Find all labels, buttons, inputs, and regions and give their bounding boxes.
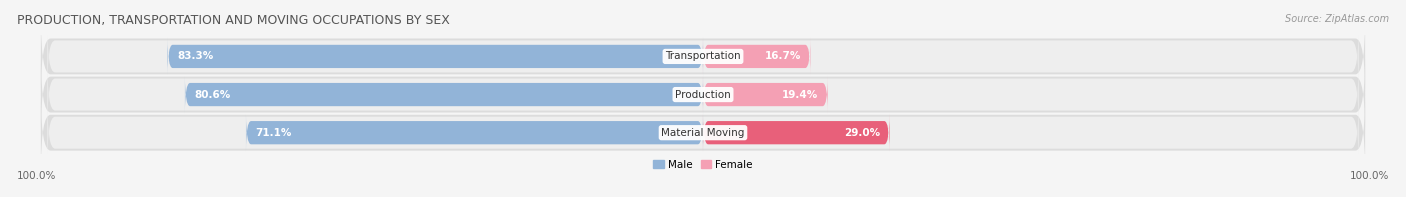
FancyBboxPatch shape: [703, 114, 890, 151]
FancyBboxPatch shape: [167, 38, 703, 75]
FancyBboxPatch shape: [186, 76, 703, 113]
FancyBboxPatch shape: [246, 114, 703, 151]
Text: 80.6%: 80.6%: [194, 90, 231, 99]
FancyBboxPatch shape: [48, 103, 1358, 163]
FancyBboxPatch shape: [41, 17, 1365, 96]
FancyBboxPatch shape: [48, 65, 1358, 124]
Text: PRODUCTION, TRANSPORTATION AND MOVING OCCUPATIONS BY SEX: PRODUCTION, TRANSPORTATION AND MOVING OC…: [17, 14, 450, 27]
FancyBboxPatch shape: [41, 93, 1365, 172]
Text: Source: ZipAtlas.com: Source: ZipAtlas.com: [1285, 14, 1389, 24]
Text: Material Moving: Material Moving: [661, 128, 745, 138]
Text: 16.7%: 16.7%: [765, 51, 800, 61]
Text: 71.1%: 71.1%: [256, 128, 292, 138]
Text: 29.0%: 29.0%: [844, 128, 880, 138]
FancyBboxPatch shape: [48, 27, 1358, 86]
FancyBboxPatch shape: [703, 76, 828, 113]
Text: 19.4%: 19.4%: [782, 90, 818, 99]
Text: 100.0%: 100.0%: [17, 171, 56, 181]
Text: 100.0%: 100.0%: [1350, 171, 1389, 181]
FancyBboxPatch shape: [703, 38, 810, 75]
FancyBboxPatch shape: [41, 55, 1365, 134]
Text: 83.3%: 83.3%: [177, 51, 214, 61]
Legend: Male, Female: Male, Female: [654, 160, 752, 170]
Text: Production: Production: [675, 90, 731, 99]
Text: Transportation: Transportation: [665, 51, 741, 61]
